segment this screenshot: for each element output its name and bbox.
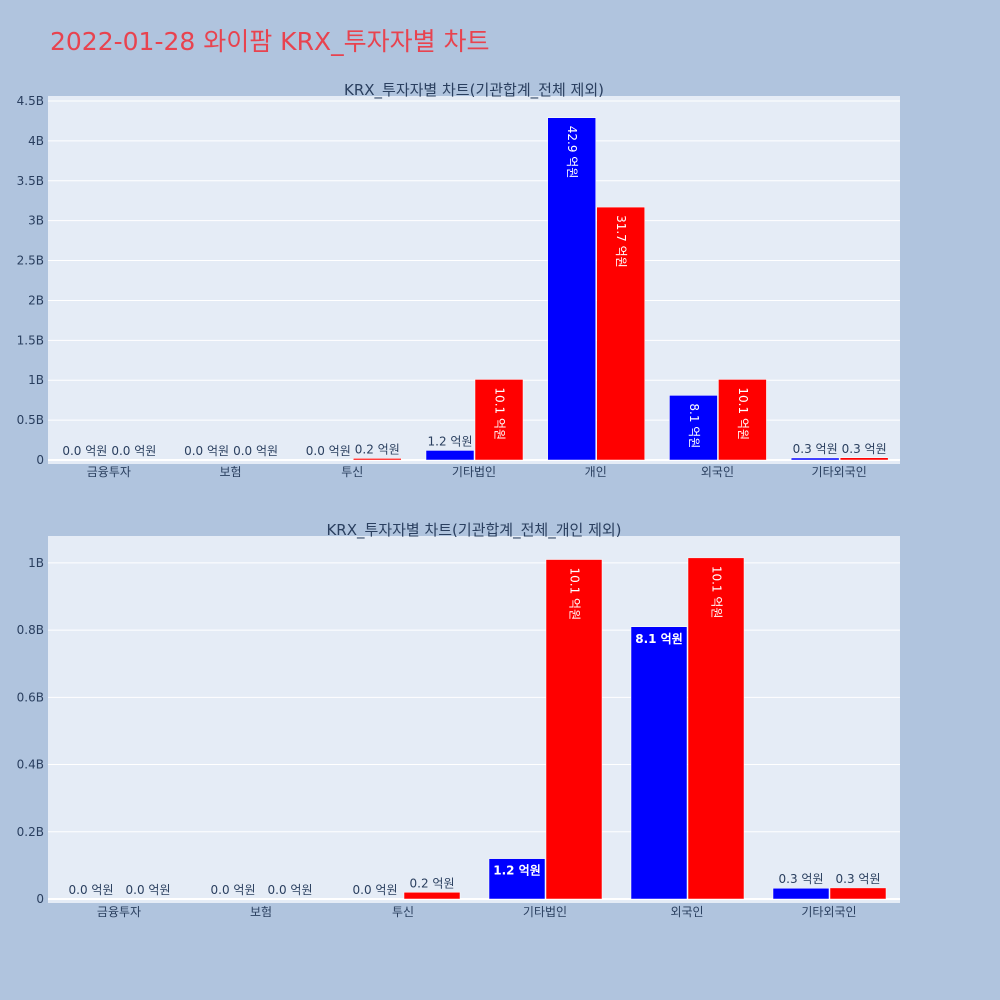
- bar: [425, 450, 475, 461]
- y-tick-label: 3.5B: [17, 174, 44, 188]
- x-tick-label: 개인: [585, 465, 607, 479]
- plot-area-lower: [48, 536, 900, 903]
- x-tick-label: 투신: [392, 905, 414, 919]
- x-tick-label: 보험: [220, 465, 242, 479]
- bar: [403, 892, 461, 900]
- y-tick-label: 4B: [28, 134, 44, 148]
- y-tick-label: 0.4B: [17, 758, 44, 772]
- x-tick-label: 투신: [341, 465, 363, 479]
- x-tick-label: 기타외국인: [801, 905, 856, 919]
- x-tick-label: 기타외국인: [812, 465, 867, 479]
- bar: [353, 458, 402, 461]
- x-tick-label: 금융투자: [87, 465, 131, 479]
- bar: [630, 626, 688, 900]
- bar: [474, 379, 524, 461]
- y-tick-label: 0.8B: [17, 623, 44, 637]
- data-label: 0.0 억원: [211, 883, 256, 897]
- y-tick-label: 0: [36, 892, 44, 906]
- bar: [547, 117, 596, 461]
- data-label: 0.3 억원: [793, 442, 838, 456]
- chart-title: KRX_투자자별 차트(기관합계_전체 제외): [344, 81, 604, 100]
- x-tick-label: 기타법인: [452, 465, 496, 479]
- data-label: 0.3 억원: [836, 872, 881, 886]
- y-tick-label: 3B: [28, 214, 44, 228]
- data-label: 0.2 억원: [355, 442, 400, 456]
- plot-area-upper: [48, 96, 900, 464]
- data-label: 1.2 억원: [428, 434, 473, 448]
- data-label: 1.2 억원: [493, 864, 541, 878]
- bar: [488, 858, 546, 900]
- y-tick-label: 4.5B: [17, 94, 44, 108]
- data-label: 8.1 억원: [687, 403, 701, 448]
- data-label: 0.0 억원: [268, 883, 313, 897]
- x-tick-label: 외국인: [701, 465, 734, 479]
- y-tick-label: 0.2B: [17, 825, 44, 839]
- bar: [669, 395, 718, 461]
- y-tick-label: 1.5B: [17, 333, 44, 347]
- chart-title: KRX_투자자별 차트(기관합계_전체_개인 제외): [326, 521, 621, 540]
- data-label: 10.1 억원: [568, 568, 582, 621]
- bar: [790, 457, 840, 461]
- x-tick-label: 기타법인: [523, 905, 567, 919]
- bar: [829, 887, 887, 900]
- data-label: 0.0 억원: [306, 444, 351, 458]
- y-tick-label: 1B: [28, 373, 44, 387]
- data-label: 0.0 억원: [184, 444, 229, 458]
- data-label: 31.7 억원: [614, 215, 628, 268]
- page-title: 2022-01-28 와이팜 KRX_투자자별 차트: [50, 27, 490, 56]
- y-tick-label: 0.6B: [17, 690, 44, 704]
- data-label: 42.9 억원: [565, 126, 579, 179]
- y-tick-label: 0: [36, 453, 44, 467]
- data-label: 0.0 억원: [111, 444, 156, 458]
- bar: [596, 206, 645, 461]
- data-label: 0.0 억원: [353, 883, 398, 897]
- data-label: 0.0 억원: [233, 444, 278, 458]
- y-tick-label: 2.5B: [17, 254, 44, 268]
- data-label: 0.0 억원: [62, 444, 107, 458]
- data-label: 10.1 억원: [493, 387, 507, 440]
- data-label: 8.1 억원: [635, 632, 683, 646]
- x-tick-label: 금융투자: [97, 905, 141, 919]
- bar: [545, 559, 603, 900]
- data-label: 0.0 억원: [69, 883, 114, 897]
- data-label: 0.2 억원: [410, 876, 455, 890]
- y-tick-label: 2B: [28, 293, 44, 307]
- y-tick-label: 1B: [28, 556, 44, 570]
- data-label: 0.3 억원: [779, 872, 824, 886]
- x-tick-label: 보험: [250, 905, 272, 919]
- bar: [718, 379, 767, 461]
- x-tick-label: 외국인: [670, 905, 703, 919]
- data-label: 10.1 억원: [736, 387, 750, 440]
- data-label: 10.1 억원: [710, 566, 724, 619]
- bar: [839, 457, 889, 461]
- bar: [687, 557, 745, 900]
- data-label: 0.3 억원: [842, 442, 887, 456]
- y-tick-label: 0.5B: [17, 413, 44, 427]
- data-label: 0.0 억원: [126, 883, 171, 897]
- bar: [772, 887, 830, 900]
